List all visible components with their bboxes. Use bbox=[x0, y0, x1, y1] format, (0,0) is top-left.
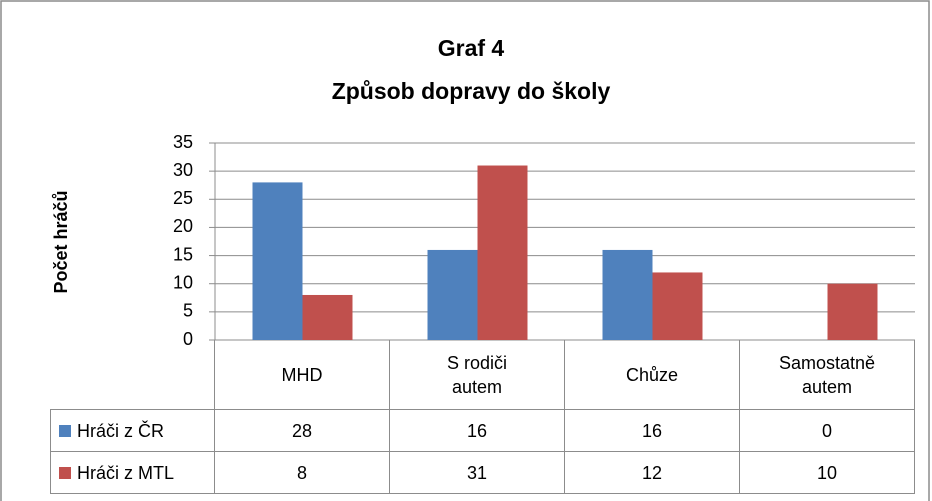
bar bbox=[427, 249, 478, 340]
y-axis-title: Počet hráčů bbox=[51, 190, 71, 293]
bar bbox=[302, 294, 353, 340]
chart-title: Graf 4 bbox=[438, 35, 505, 61]
chart-subtitle: Způsob dopravy do školy bbox=[332, 78, 611, 104]
y-tick-label: 10 bbox=[173, 272, 193, 292]
y-tick-label: 0 bbox=[183, 329, 193, 349]
value-cell: 0 bbox=[740, 410, 915, 452]
category-cell: Samostatně autem bbox=[740, 340, 915, 410]
y-tick-label: 35 bbox=[173, 132, 193, 152]
x-tick-label: Samostatně autem bbox=[778, 352, 876, 397]
category-cell: S rodiči autem bbox=[390, 340, 565, 410]
table-corner bbox=[50, 340, 215, 410]
data-label: 28 bbox=[291, 420, 313, 441]
legend-cell: Hráči z MTL bbox=[50, 452, 215, 494]
data-label: 31 bbox=[466, 462, 488, 483]
data-label: 16 bbox=[466, 420, 488, 441]
x-tick-label: MHD bbox=[281, 364, 323, 385]
bar bbox=[827, 283, 878, 340]
legend-swatch bbox=[59, 466, 71, 479]
bar bbox=[252, 182, 303, 340]
bar bbox=[652, 272, 703, 340]
y-tick-label: 5 bbox=[183, 301, 193, 321]
value-cell: 16 bbox=[390, 410, 565, 452]
data-table: MHD S rodiči autem Chůze Samostatně autem Hr… bbox=[50, 340, 915, 494]
bar bbox=[602, 249, 653, 340]
legend-label: Hráči z MTL bbox=[77, 462, 175, 483]
value-cell: 16 bbox=[565, 410, 740, 452]
y-tick-label: 15 bbox=[173, 244, 193, 264]
data-label: 10 bbox=[816, 462, 838, 483]
data-label: 8 bbox=[296, 462, 307, 483]
category-cell: MHD bbox=[215, 340, 390, 410]
y-tick-label: 20 bbox=[173, 216, 193, 236]
value-cell: 12 bbox=[565, 452, 740, 494]
bar bbox=[477, 165, 528, 340]
data-label: 16 bbox=[641, 420, 663, 441]
data-label: 0 bbox=[821, 420, 832, 441]
legend-swatch bbox=[59, 424, 71, 437]
y-tick-label: 25 bbox=[173, 188, 193, 208]
category-cell: Chůze bbox=[565, 340, 740, 410]
x-tick-label: S rodiči autem bbox=[446, 352, 508, 397]
x-tick-label: Chůze bbox=[625, 364, 679, 385]
legend-cell: Hráči z ČR bbox=[50, 410, 215, 452]
y-tick-label: 30 bbox=[173, 160, 193, 180]
value-cell: 31 bbox=[390, 452, 565, 494]
data-label: 12 bbox=[641, 462, 663, 483]
value-cell: 8 bbox=[215, 452, 390, 494]
legend-label: Hráči z ČR bbox=[77, 420, 165, 441]
value-cell: 28 bbox=[215, 410, 390, 452]
value-cell: 10 bbox=[740, 452, 915, 494]
